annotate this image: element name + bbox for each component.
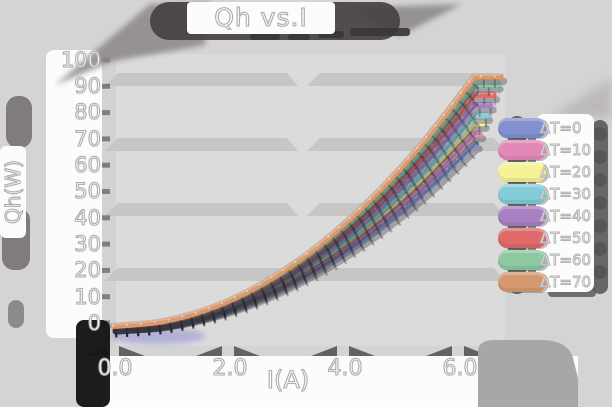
x-tick-label: 6.0 bbox=[442, 356, 478, 381]
plot-area bbox=[103, 54, 505, 346]
x-axis-title: I(A) bbox=[266, 365, 310, 394]
legend: ΔT=0 ΔT=10 ΔT=20 ΔT=30 ΔT=40 ΔT=50 ΔT=60… bbox=[496, 112, 612, 308]
chart-title: Qh vs.I bbox=[187, 2, 335, 34]
legend-swatch bbox=[498, 140, 546, 160]
y-tick-label: 0 bbox=[87, 310, 101, 335]
y-tick-label: 50 bbox=[74, 178, 102, 203]
legend-item-label: ΔT=70 bbox=[540, 273, 592, 292]
legend-item-label: ΔT=10 bbox=[540, 141, 592, 160]
origin-shadow bbox=[110, 328, 206, 344]
y-tick-label: 30 bbox=[74, 231, 102, 256]
legend-swatch bbox=[498, 250, 546, 270]
gridline-bands bbox=[105, 73, 505, 281]
y-tick-label: 40 bbox=[74, 205, 102, 230]
y-tick-label: 60 bbox=[74, 152, 102, 177]
y-tick-label: 70 bbox=[74, 126, 102, 151]
x-tick-label: 0.0 bbox=[97, 356, 133, 381]
data-series-curves bbox=[110, 73, 508, 338]
legend-swatch bbox=[498, 118, 546, 138]
legend-item-label: ΔT=30 bbox=[540, 185, 592, 204]
legend-swatch bbox=[498, 228, 546, 248]
legend-swatch bbox=[498, 272, 546, 292]
legend-swatch bbox=[498, 184, 546, 204]
legend-item-label: ΔT=0 bbox=[540, 119, 582, 138]
legend-swatch bbox=[498, 206, 546, 226]
y-tick-label: 100 bbox=[60, 47, 101, 72]
legend-item-label: ΔT=60 bbox=[540, 251, 592, 270]
x-tick-label: 4.0 bbox=[327, 356, 363, 381]
y-axis-title: Qh(W) bbox=[0, 146, 26, 238]
legend-item-label: ΔT=50 bbox=[540, 229, 592, 248]
y-tick-label: 80 bbox=[74, 99, 102, 124]
y-tick-label: 90 bbox=[74, 73, 102, 98]
y-tick-label: 10 bbox=[74, 284, 102, 309]
legend-background bbox=[508, 78, 612, 297]
y-tick-label: 20 bbox=[74, 257, 102, 282]
legend-item-label: ΔT=20 bbox=[540, 163, 592, 182]
x-tick-label: 2.0 bbox=[212, 356, 248, 381]
legend-swatch bbox=[498, 162, 546, 182]
legend-item-label: ΔT=40 bbox=[540, 207, 592, 226]
